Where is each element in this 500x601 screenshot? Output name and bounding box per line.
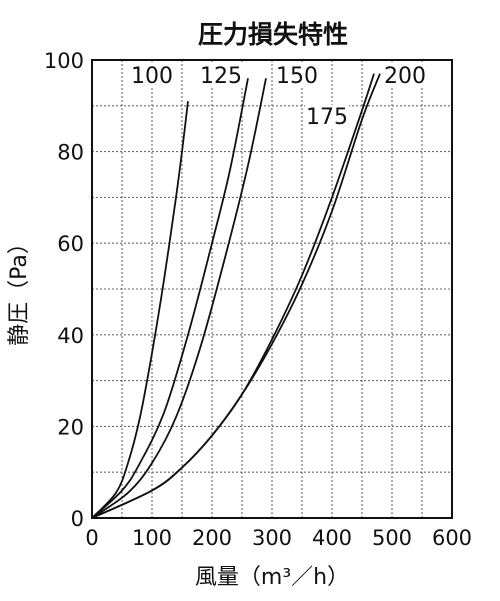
series-line-150 <box>91 78 267 519</box>
x-axis-ticks: 0 100 200 300 400 500 600 <box>85 526 472 550</box>
y-tick-label: 60 <box>57 232 84 256</box>
curve-label-background <box>130 64 174 88</box>
curve-label-background <box>275 64 319 88</box>
x-tick-label: 400 <box>312 526 352 550</box>
curve-label-175: 175 <box>306 105 348 130</box>
y-tick-label: 40 <box>57 324 84 348</box>
plot-frame <box>91 59 453 519</box>
x-tick-label: 200 <box>192 526 232 550</box>
y-axis-title: 静圧（Pa） <box>7 232 32 346</box>
x-tick-label: 0 <box>85 526 98 550</box>
x-tick-label: 500 <box>372 526 412 550</box>
y-tick-label: 80 <box>57 141 84 165</box>
series-line-100 <box>91 101 189 519</box>
curve-label-background <box>383 64 427 88</box>
chart-title: 圧力損失特性 <box>198 20 348 49</box>
x-tick-label: 600 <box>432 526 472 550</box>
curve-label-200: 200 <box>384 64 426 89</box>
y-axis-ticks: 0 20 40 60 80 100 <box>44 49 84 531</box>
curve-label-background <box>305 105 349 129</box>
grid <box>92 60 452 518</box>
curve-label-125: 125 <box>200 64 242 89</box>
curves <box>91 73 381 519</box>
x-tick-label: 300 <box>252 526 292 550</box>
curve-label-100: 100 <box>131 64 173 89</box>
series-line-200 <box>91 73 381 519</box>
x-axis-title: 風量（m³／h） <box>195 565 349 590</box>
x-tick-label: 100 <box>132 526 172 550</box>
y-tick-label: 0 <box>71 507 84 531</box>
curve-labels: 100 125 150 175 200 <box>130 64 427 130</box>
y-tick-label: 20 <box>57 415 84 439</box>
curve-label-background <box>199 64 243 88</box>
curve-label-150: 150 <box>276 64 318 89</box>
y-tick-label: 100 <box>44 49 84 73</box>
series-line-125 <box>91 78 249 519</box>
